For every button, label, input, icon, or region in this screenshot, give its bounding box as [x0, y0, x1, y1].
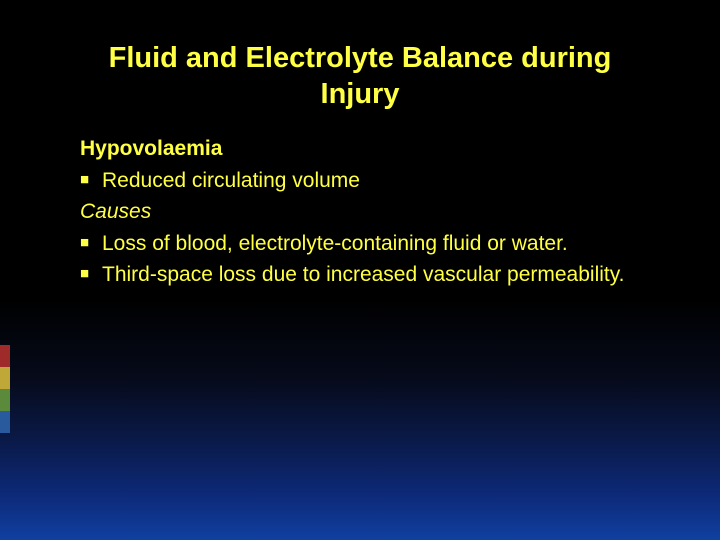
content-area: Fluid and Electrolyte Balance during Inj…: [0, 0, 720, 292]
bullet-item: ■ Third-space loss due to increased vasc…: [80, 261, 650, 288]
left-accent-bar: [0, 345, 10, 433]
bullet-item: ■ Loss of blood, electrolyte-containing …: [80, 230, 650, 257]
bullet-text: Reduced circulating volume: [102, 167, 650, 194]
slide-title: Fluid and Electrolyte Balance during Inj…: [70, 40, 650, 113]
subheading-hypovolaemia: Hypovolaemia: [80, 137, 650, 161]
bullet-marker-icon: ■: [80, 167, 102, 193]
accent-segment-red: [0, 345, 10, 367]
body-block: Hypovolaemia ■ Reduced circulating volum…: [70, 137, 650, 289]
slide: Fluid and Electrolyte Balance during Inj…: [0, 0, 720, 540]
accent-segment-green: [0, 389, 10, 411]
subheading-causes: Causes: [80, 200, 650, 224]
bullet-item: ■ Reduced circulating volume: [80, 167, 650, 194]
bullet-marker-icon: ■: [80, 261, 102, 287]
accent-segment-yellow: [0, 367, 10, 389]
bullet-marker-icon: ■: [80, 230, 102, 256]
accent-segment-blue: [0, 411, 10, 433]
bullet-text: Third-space loss due to increased vascul…: [102, 261, 650, 288]
bullet-text: Loss of blood, electrolyte-containing fl…: [102, 230, 650, 257]
